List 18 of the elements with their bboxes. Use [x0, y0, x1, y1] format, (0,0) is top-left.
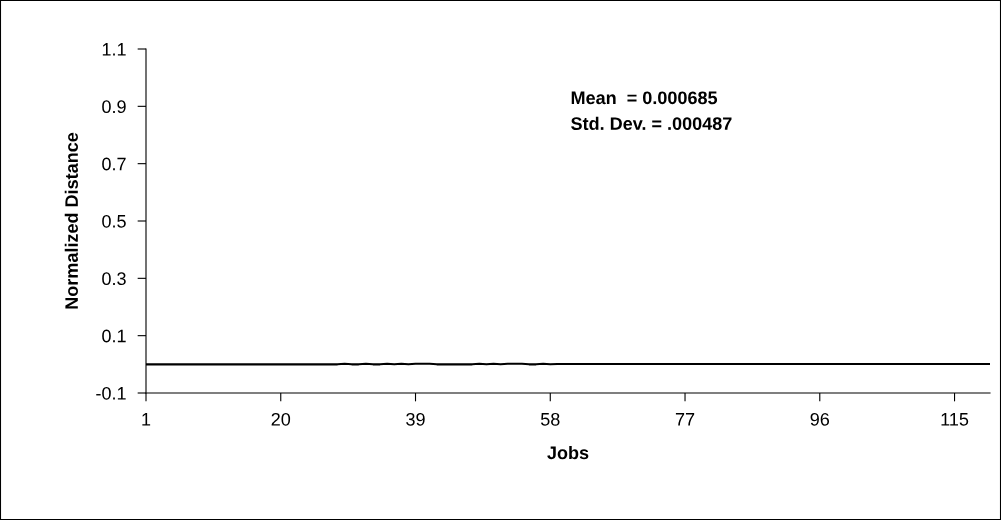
y-axis-title: Normalized Distance: [64, 132, 78, 309]
y-tick-label: 0.7: [102, 157, 126, 171]
x-tick-label: 1: [142, 413, 151, 426]
x-tick-label: 39: [406, 412, 425, 426]
annotation: Mean = 0.000685: [571, 91, 718, 105]
x-tick-label: 77: [675, 413, 695, 426]
x-tick-label: 115: [941, 413, 969, 426]
x-axis-title: Jobs: [547, 445, 589, 460]
y-tick-label: 0.5: [102, 214, 126, 228]
annotation: Std. Dev. = .000487: [571, 116, 732, 131]
y-tick-label: 0.9: [102, 100, 126, 114]
x-tick-label: 96: [810, 412, 830, 426]
y-tick-label: 0.1: [102, 329, 126, 343]
x-tick-label: 58: [540, 412, 560, 426]
y-tick-label: 1.1: [102, 43, 126, 56]
y-tick-label: 0.3: [102, 272, 126, 286]
y-tick-label: -0.1: [96, 386, 126, 400]
x-tick-label: 20: [271, 412, 291, 426]
